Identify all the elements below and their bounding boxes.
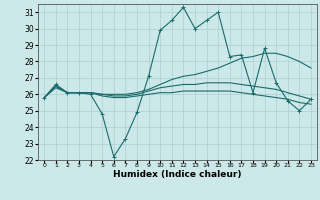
X-axis label: Humidex (Indice chaleur): Humidex (Indice chaleur) xyxy=(113,170,242,179)
